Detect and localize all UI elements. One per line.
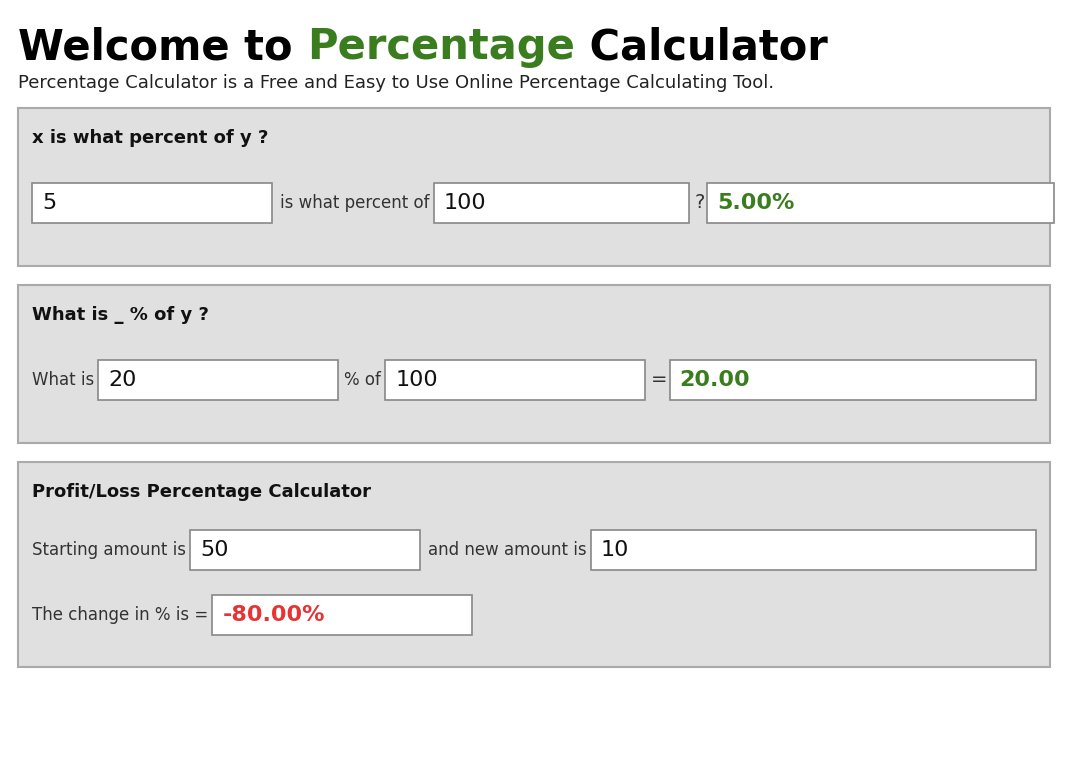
Text: 20.00: 20.00 <box>679 370 750 390</box>
Text: ?: ? <box>694 193 705 212</box>
Text: What is: What is <box>32 371 94 389</box>
FancyBboxPatch shape <box>18 462 1050 667</box>
FancyBboxPatch shape <box>386 360 645 400</box>
FancyBboxPatch shape <box>434 183 689 223</box>
FancyBboxPatch shape <box>98 360 339 400</box>
Text: Percentage: Percentage <box>307 26 575 68</box>
Text: Starting amount is: Starting amount is <box>32 541 186 559</box>
FancyBboxPatch shape <box>670 360 1036 400</box>
Text: The change in % is =: The change in % is = <box>32 606 208 624</box>
Text: 100: 100 <box>395 370 438 390</box>
Text: is what percent of: is what percent of <box>280 194 429 212</box>
Text: 5: 5 <box>42 193 57 213</box>
Text: Welcome to: Welcome to <box>18 26 307 68</box>
Text: 5.00%: 5.00% <box>717 193 795 213</box>
Text: 20: 20 <box>108 370 137 390</box>
FancyBboxPatch shape <box>190 530 420 570</box>
FancyBboxPatch shape <box>213 595 472 635</box>
Text: Calculator: Calculator <box>575 26 828 68</box>
FancyBboxPatch shape <box>18 108 1050 266</box>
Text: =: = <box>651 370 668 389</box>
FancyBboxPatch shape <box>18 285 1050 443</box>
Text: -80.00%: -80.00% <box>222 605 325 625</box>
Text: Percentage Calculator is a Free and Easy to Use Online Percentage Calculating To: Percentage Calculator is a Free and Easy… <box>18 74 774 92</box>
Text: 100: 100 <box>443 193 486 213</box>
FancyBboxPatch shape <box>707 183 1054 223</box>
Text: x is what percent of y ?: x is what percent of y ? <box>32 129 268 147</box>
Text: 50: 50 <box>200 540 229 560</box>
Text: What is _ % of y ?: What is _ % of y ? <box>32 306 209 324</box>
Text: and new amount is: and new amount is <box>428 541 586 559</box>
Text: % of: % of <box>344 371 381 389</box>
Text: 10: 10 <box>600 540 629 560</box>
FancyBboxPatch shape <box>32 183 272 223</box>
FancyBboxPatch shape <box>591 530 1036 570</box>
Text: Profit/Loss Percentage Calculator: Profit/Loss Percentage Calculator <box>32 483 371 501</box>
